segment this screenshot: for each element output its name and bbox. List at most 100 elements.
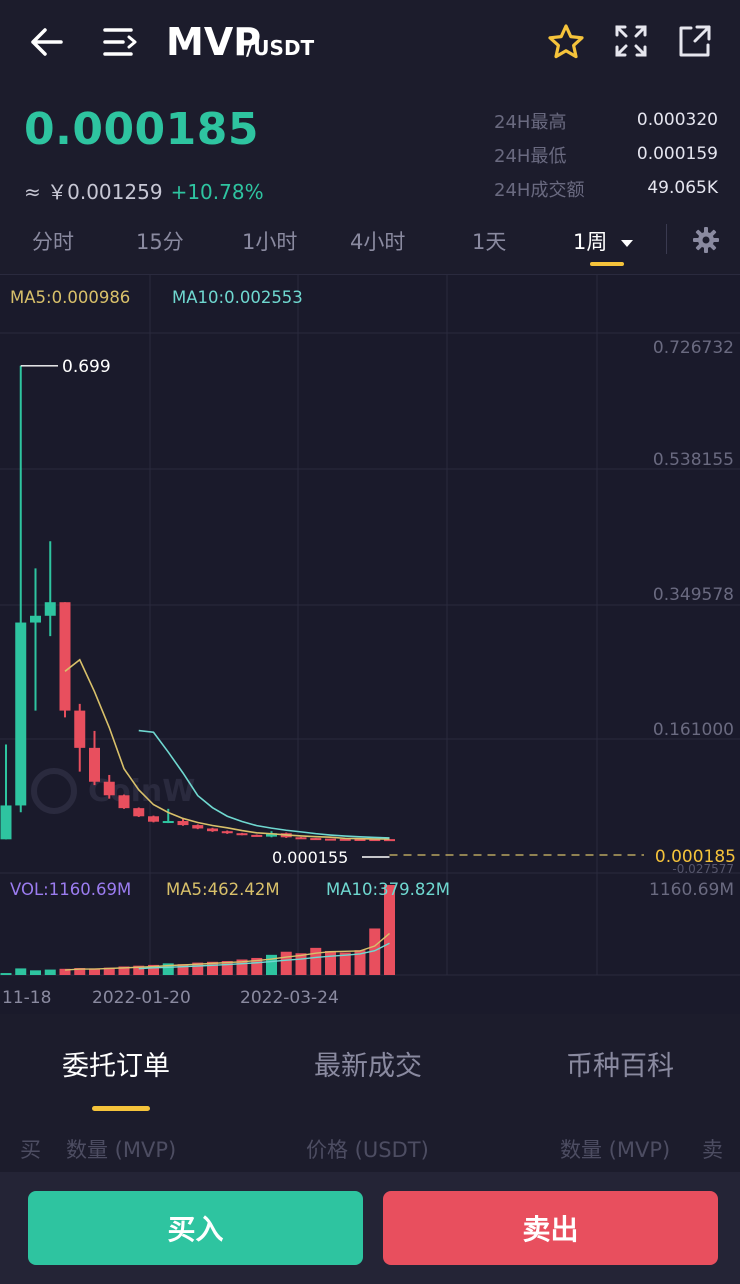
volume-bar	[251, 957, 263, 975]
candle-body	[177, 821, 189, 826]
stat-volume-value: 49.065K	[647, 178, 718, 198]
candle-body	[295, 837, 307, 840]
tab-timeframe-1h[interactable]: 1小时	[242, 230, 298, 254]
pair-quote[interactable]: /USDT	[246, 36, 315, 60]
volume-bar	[354, 950, 366, 975]
pair-base[interactable]: MVP	[166, 20, 262, 64]
tab-timeframe-4h[interactable]: 4小时	[350, 230, 406, 254]
ob-sell-label: 卖	[702, 1138, 723, 1162]
volume-bar	[280, 951, 292, 975]
candle-body	[207, 828, 218, 832]
candle-body	[354, 838, 366, 841]
chart-settings-gear-icon[interactable]	[690, 224, 722, 256]
stat-high-value: 0.000320	[636, 110, 718, 130]
candle-body	[74, 710, 86, 748]
menu-icon[interactable]	[98, 22, 142, 62]
ma5-label: MA5:0.000986	[10, 288, 131, 307]
kline-chart[interactable]: CoinW 0.726732 0.538155 0.349578 0.161000 -0…	[0, 274, 740, 1014]
tab-divider	[666, 224, 667, 254]
volume-bar	[266, 954, 277, 975]
approx-prefix: ≈ ￥	[24, 180, 68, 204]
ob-qty-right: 数量 (MVP)	[560, 1138, 671, 1162]
candle-body	[266, 833, 277, 837]
tab-coin-wiki[interactable]: 币种百科	[566, 1051, 674, 1082]
volume-ma5-label: MA5:462.42M	[166, 880, 280, 899]
price-tick-label: 0.538155	[653, 450, 734, 470]
tab-orders[interactable]: 委托订单	[62, 1051, 170, 1082]
candle-body	[384, 839, 395, 842]
volume-bar	[133, 965, 145, 975]
volume-ma10-line	[138, 942, 390, 970]
caret-down-icon	[621, 240, 634, 247]
volume-bar	[0, 973, 12, 975]
volume-bar	[148, 964, 159, 975]
sell-button[interactable]: 卖出	[383, 1191, 718, 1265]
candle-body	[221, 831, 233, 834]
volume-bar	[295, 953, 307, 975]
kline-svg: CoinW 0.7267320.5381550.3495780.161000-0…	[0, 275, 740, 1008]
tab-timeframe-1w[interactable]: 1周	[573, 226, 634, 256]
candle-body	[369, 839, 381, 842]
x-tick-label: 2022-01-20	[92, 988, 191, 1008]
volume-ma10-label: MA10:379.82M	[326, 880, 450, 899]
candle-body	[30, 615, 41, 623]
bottom-tab-underline	[92, 1106, 150, 1111]
candle-body	[118, 795, 130, 809]
active-tab-underline	[590, 262, 624, 266]
volume-axis-max: 1160.69M	[649, 880, 734, 900]
buy-button[interactable]: 买入	[28, 1191, 363, 1265]
tab-latest-trades[interactable]: 最新成交	[314, 1051, 422, 1082]
volume-bar	[74, 968, 86, 975]
tab-timeframe-15m[interactable]: 15分	[136, 230, 184, 254]
current-price-tag: 0.000185	[655, 847, 736, 867]
x-tick-label: 11-18	[2, 988, 51, 1008]
favorite-star-icon[interactable]	[544, 20, 588, 64]
volume-bar	[310, 947, 322, 975]
candle-body	[59, 602, 71, 711]
volume-bar	[177, 964, 189, 975]
timeframe-tabs: 分时 15分 1小时 4小时 1天 1周	[0, 220, 740, 274]
back-arrow-icon[interactable]	[26, 22, 66, 62]
tab-timeframe-line[interactable]: 分时	[32, 230, 74, 254]
candle-body	[44, 602, 56, 616]
high-marker-label: 0.699	[62, 357, 111, 377]
price-tick-label: 0.349578	[653, 585, 734, 605]
volume-bar	[236, 959, 248, 975]
volume-bar	[384, 885, 395, 975]
candle-body	[89, 747, 100, 782]
volume-label: VOL:1160.69M	[10, 880, 131, 899]
volume-bar	[221, 961, 233, 975]
ob-buy-label: 买	[20, 1138, 41, 1162]
price-change: +10.78%	[170, 180, 264, 204]
volume-bar	[89, 968, 100, 975]
fullscreen-icon[interactable]	[610, 20, 652, 62]
volume-ma5-line	[64, 932, 390, 971]
volume-bar	[369, 928, 381, 975]
price-tick-partial: -0.027577	[672, 862, 734, 876]
candle-body	[0, 805, 12, 840]
share-icon[interactable]	[674, 20, 716, 62]
stat-high-label: 24H最高	[494, 112, 567, 133]
price-tick-label: 0.726732	[653, 338, 734, 358]
ob-qty-left: 数量 (MVP)	[66, 1138, 177, 1162]
ma10-label: MA10:0.002553	[172, 288, 303, 307]
candle-body	[148, 816, 159, 822]
volume-bar	[192, 962, 204, 975]
candle-body	[15, 622, 27, 806]
ma10-line	[138, 729, 390, 839]
candle-body	[339, 838, 351, 841]
low-marker-label: 0.000155	[272, 848, 348, 867]
tab-timeframe-1d[interactable]: 1天	[472, 230, 507, 254]
candle-body	[162, 821, 174, 824]
volume-bar	[339, 952, 351, 975]
watermark-logo-icon	[31, 768, 77, 814]
candle-body	[192, 825, 204, 829]
candle-body	[251, 834, 263, 837]
volume-bar	[103, 967, 115, 975]
ob-price: 价格 (USDT)	[306, 1138, 429, 1162]
candle-body	[325, 838, 336, 841]
volume-bar	[44, 969, 56, 975]
volume-bar	[162, 963, 174, 975]
volume-bar	[118, 966, 130, 975]
tab-timeframe-1w-label: 1周	[573, 230, 608, 254]
